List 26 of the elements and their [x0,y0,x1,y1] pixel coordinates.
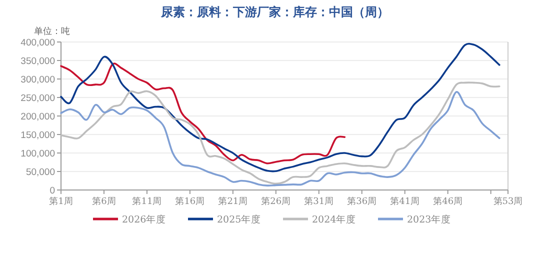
x-tick-label: 第26周 [261,196,291,207]
chart-title: 尿素：原料：下游厂家：库存：中国（周） [160,5,389,19]
y-tick-label: 0 [50,186,55,196]
legend-label: 2025年度 [217,214,262,226]
y-tick-label: 50,000 [26,167,55,178]
y-tick-label: 200,000 [20,112,55,122]
x-tick-label: 第31周 [304,196,334,207]
x-tick-label: 第41周 [390,196,420,207]
y-tick-label: 400,000 [20,38,55,48]
x-tick-label: 第6周 [92,196,116,207]
y-tick-label: 350,000 [20,56,55,67]
x-tick-label: 第1周 [49,196,73,207]
x-tick-label: 第21周 [218,196,248,207]
x-tick-label: 第11周 [132,196,162,207]
legend-label: 2023年度 [407,214,452,226]
x-tick-label: 第46周 [433,196,463,207]
legend-label: 2026年度 [122,214,166,226]
x-tick-label: 第36周 [347,196,377,207]
y-tick-label: 150,000 [20,130,55,141]
legend-label: 2024年度 [312,214,356,226]
y-tick-label: 300,000 [20,74,55,86]
x-tick-label: 第53周 [493,196,523,207]
y-tick-label: 100,000 [20,148,55,160]
y-tick-label: 250,000 [20,93,55,104]
y-axis-title: 单位：吨 [34,26,70,37]
x-tick-label: 第16周 [175,196,205,207]
